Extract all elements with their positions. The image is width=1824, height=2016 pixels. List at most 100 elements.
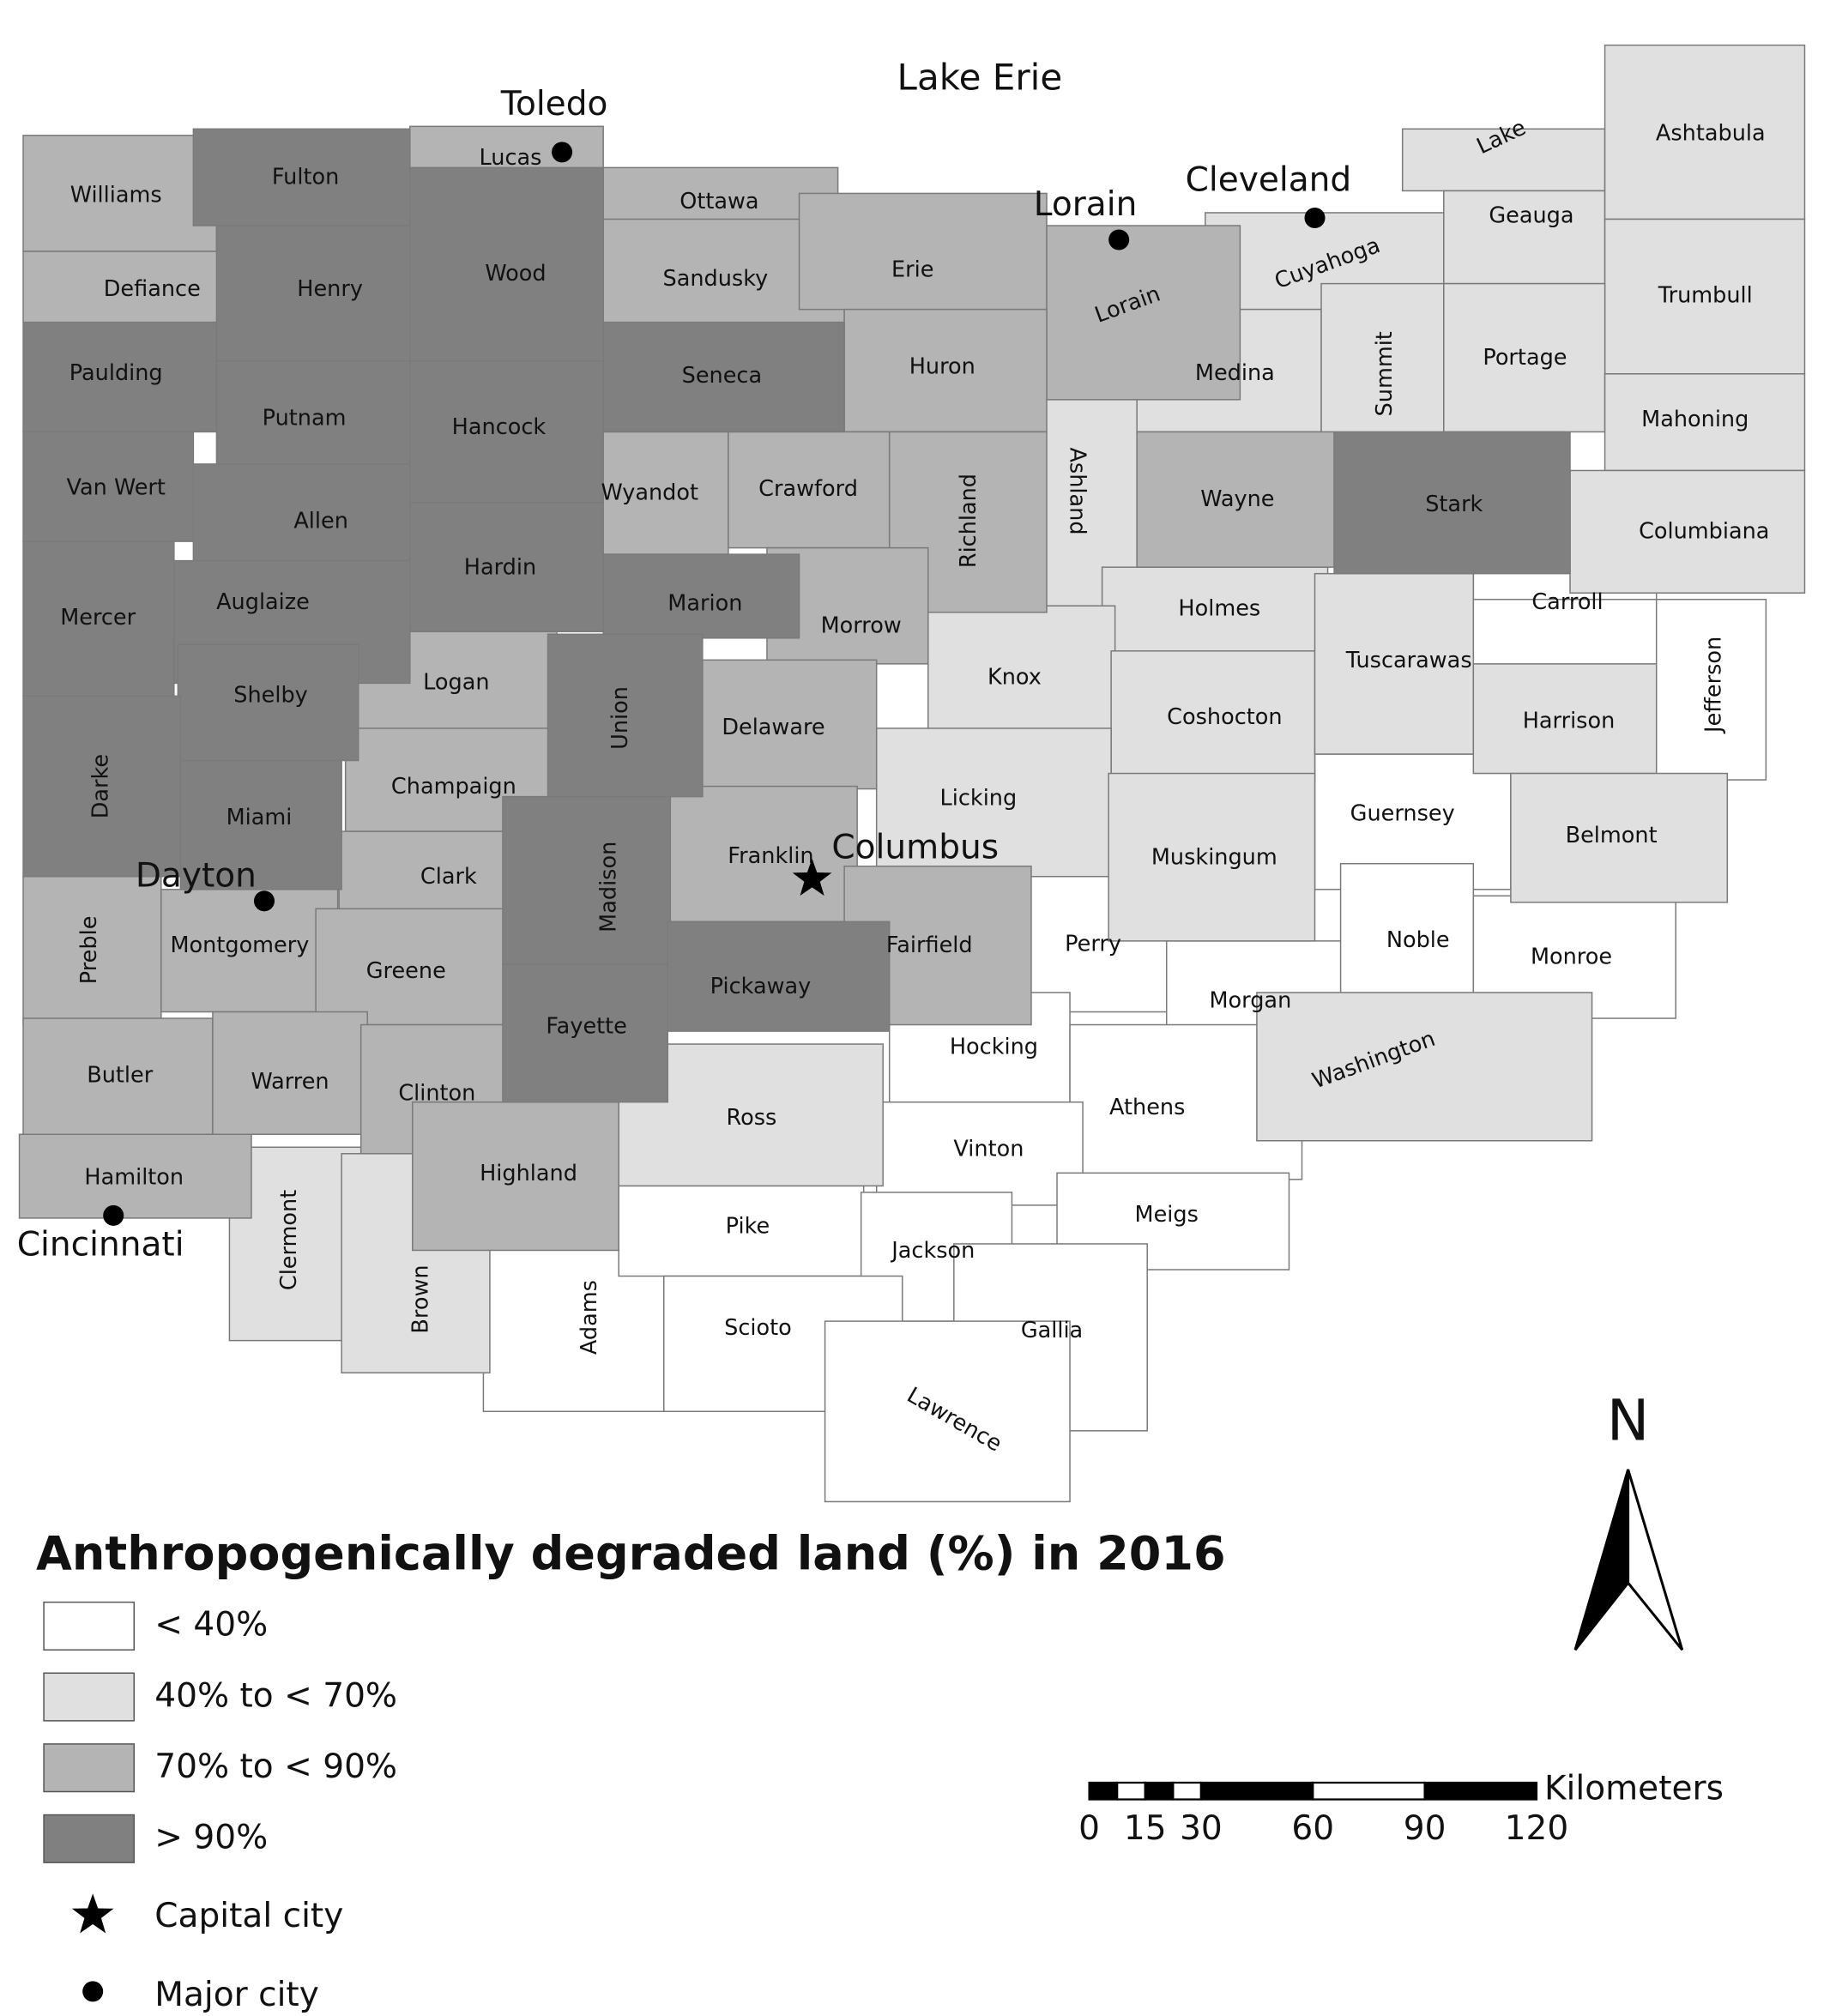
county-label: Summit: [1372, 331, 1398, 416]
county-label: Paulding: [69, 360, 163, 386]
scale-unit: Kilometers: [1544, 1770, 1724, 1808]
county: [728, 431, 891, 549]
county-label: Noble: [1386, 927, 1450, 953]
scale-tick-label: 0: [1078, 1809, 1100, 1848]
county: [22, 875, 162, 1026]
county-label: Harrison: [1523, 708, 1616, 733]
county: [1110, 650, 1316, 781]
scale-tick-label: 60: [1291, 1809, 1334, 1848]
legend-label: Capital city: [154, 1897, 343, 1935]
city-dot: [1108, 229, 1130, 250]
county-label: Warren: [251, 1069, 329, 1095]
county-label: Mercer: [60, 605, 136, 631]
county: [412, 1101, 619, 1252]
county: [824, 1320, 1071, 1503]
county-label: Fairfield: [886, 933, 973, 958]
county-label: Brown: [408, 1265, 433, 1333]
county: [215, 225, 411, 362]
county: [1604, 218, 1806, 375]
county-label: Seneca: [682, 363, 763, 389]
county: [1339, 862, 1475, 1013]
county-label: Union: [607, 686, 633, 750]
county-label: Wayne: [1200, 486, 1274, 512]
county: [22, 540, 175, 697]
county-label: Pike: [726, 1213, 770, 1239]
scale-segment: [1144, 1781, 1175, 1801]
county-label: Butler: [87, 1063, 154, 1089]
county-label: Meigs: [1135, 1202, 1199, 1228]
county: [843, 308, 1048, 433]
county: [1604, 44, 1806, 220]
county: [1472, 663, 1658, 775]
county-label: Carroll: [1531, 589, 1603, 615]
scale-tick-label: 120: [1505, 1809, 1569, 1848]
county-label: Pickaway: [710, 974, 812, 999]
city-label: Cincinnati: [17, 1225, 184, 1264]
county-label: Logan: [423, 669, 489, 695]
county-label: Lucas: [480, 145, 542, 171]
county-label: Adams: [577, 1280, 602, 1355]
county: [1604, 373, 1806, 472]
county: [409, 360, 604, 504]
county-label: Erie: [891, 257, 933, 283]
county: [18, 1133, 252, 1219]
county-label: Ottawa: [679, 189, 758, 214]
county-label: Knox: [987, 664, 1042, 690]
legend-swatch: [43, 1601, 136, 1651]
county-label: Delaware: [722, 715, 824, 740]
county: [1401, 128, 1606, 192]
legend-swatch: [43, 1672, 136, 1722]
county-label: Hamilton: [84, 1164, 184, 1190]
county-label: Morgan: [1210, 987, 1292, 1013]
county: [192, 463, 411, 562]
county-label: Henry: [297, 276, 363, 302]
county: [215, 360, 411, 485]
legend-label: > 90%: [154, 1819, 268, 1857]
county-label: Crawford: [758, 476, 858, 502]
county-label: Jefferson: [1700, 637, 1726, 734]
county-label: Clermont: [276, 1190, 302, 1290]
city-label: Dayton: [136, 857, 257, 896]
county-label: Geauga: [1489, 202, 1573, 228]
scale-segment: [1423, 1781, 1538, 1801]
county-label: Trumbull: [1658, 283, 1753, 309]
county-label: Defiance: [104, 276, 201, 302]
county-label: Guernsey: [1350, 801, 1455, 827]
county: [1569, 469, 1806, 594]
legend-swatch: [43, 1743, 136, 1793]
county-label: Ashtabula: [1656, 120, 1766, 146]
county: [1443, 282, 1606, 433]
county-label: Medina: [1195, 360, 1275, 386]
county-label: Jackson: [890, 1238, 975, 1264]
county-label: Miami: [226, 805, 293, 830]
county-label: Hardin: [464, 555, 536, 581]
county: [1333, 431, 1571, 575]
county-label: Mahoning: [1641, 407, 1749, 432]
legend-label: 40% to < 70%: [154, 1676, 397, 1715]
county-label: Williams: [70, 182, 162, 208]
county-label: Darke: [88, 754, 114, 818]
county-label: Clark: [420, 864, 477, 890]
legend-title: Anthropogenically degraded land (%) in 2…: [36, 1527, 1226, 1581]
county: [875, 1101, 1084, 1206]
county-label: Montgomery: [171, 933, 310, 958]
county-label: Holmes: [1178, 596, 1260, 622]
county: [1655, 598, 1767, 781]
county-label: Allen: [293, 509, 348, 534]
scale-segment: [1172, 1781, 1203, 1801]
capital-star: [792, 858, 832, 896]
county-label: Vinton: [953, 1136, 1024, 1162]
county-label: Belmont: [1566, 823, 1658, 848]
county-label: Ashland: [1065, 447, 1090, 534]
legend-swatch: [43, 1814, 136, 1863]
county: [179, 759, 342, 890]
county-label: Clinton: [398, 1081, 475, 1107]
county-label: Morrow: [821, 613, 902, 638]
city-dot: [552, 142, 573, 163]
county-label: Hocking: [950, 1035, 1038, 1060]
county-label: Athens: [1109, 1095, 1185, 1120]
county: [1108, 772, 1316, 942]
county: [1046, 225, 1241, 401]
city-label: Cleveland: [1186, 160, 1352, 199]
